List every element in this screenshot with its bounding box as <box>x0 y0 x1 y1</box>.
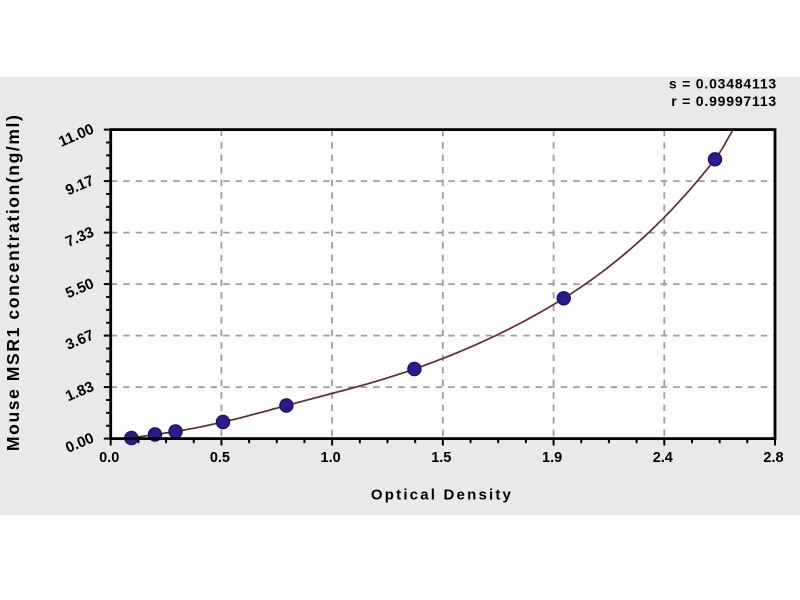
svg-text:0.0: 0.0 <box>99 450 119 466</box>
svg-text:2.4: 2.4 <box>653 450 673 466</box>
svg-text:Mouse MSR1 concentration(ng/ml: Mouse MSR1 concentration(ng/ml) <box>3 114 23 451</box>
svg-text:r = 0.99997113: r = 0.99997113 <box>671 93 777 109</box>
svg-text:1.5: 1.5 <box>431 450 451 466</box>
svg-text:2.8: 2.8 <box>763 450 783 466</box>
svg-text:Optical Density: Optical Density <box>371 487 513 504</box>
svg-text:1.0: 1.0 <box>321 450 341 466</box>
svg-text:s = 0.03484113: s = 0.03484113 <box>669 76 777 92</box>
svg-text:1.9: 1.9 <box>542 450 562 466</box>
svg-text:0.5: 0.5 <box>210 450 230 466</box>
